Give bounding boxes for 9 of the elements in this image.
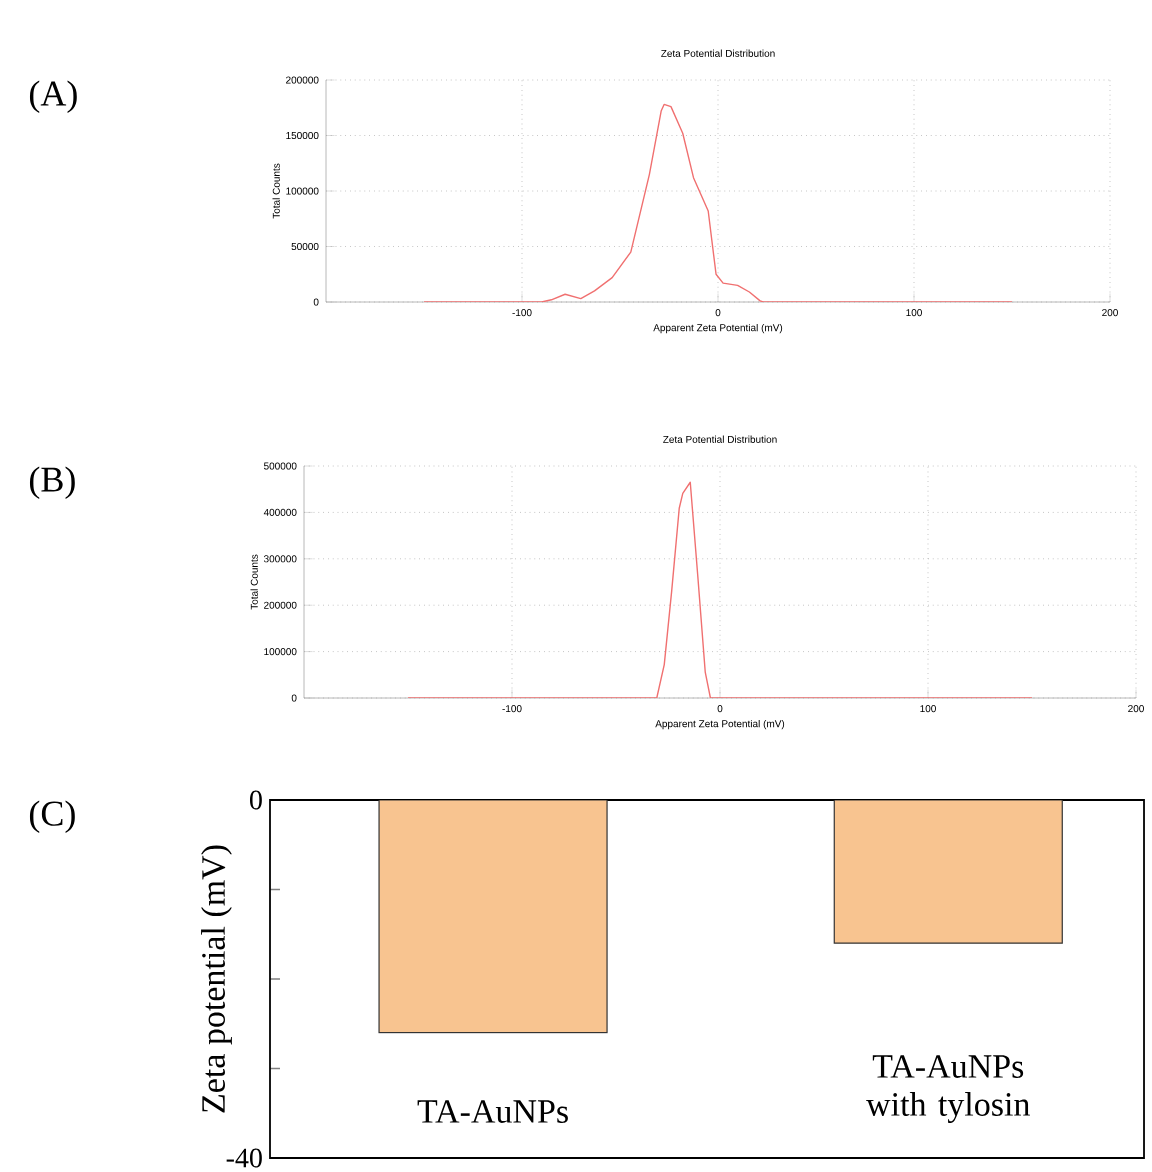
x-tick-label: TA-AuNPs with tylosin xyxy=(866,1055,1030,1123)
text: (A) xyxy=(29,80,77,114)
x-tick-label: TA-AuNPs xyxy=(417,1100,568,1123)
line-series xyxy=(407,481,1033,699)
y-tick-label: -40 xyxy=(226,1148,262,1168)
text: (B) xyxy=(29,466,75,500)
text: (C) xyxy=(29,800,75,834)
line-series xyxy=(423,103,1013,302)
y-axis-title: Zeta potential (mV) xyxy=(201,845,232,1113)
